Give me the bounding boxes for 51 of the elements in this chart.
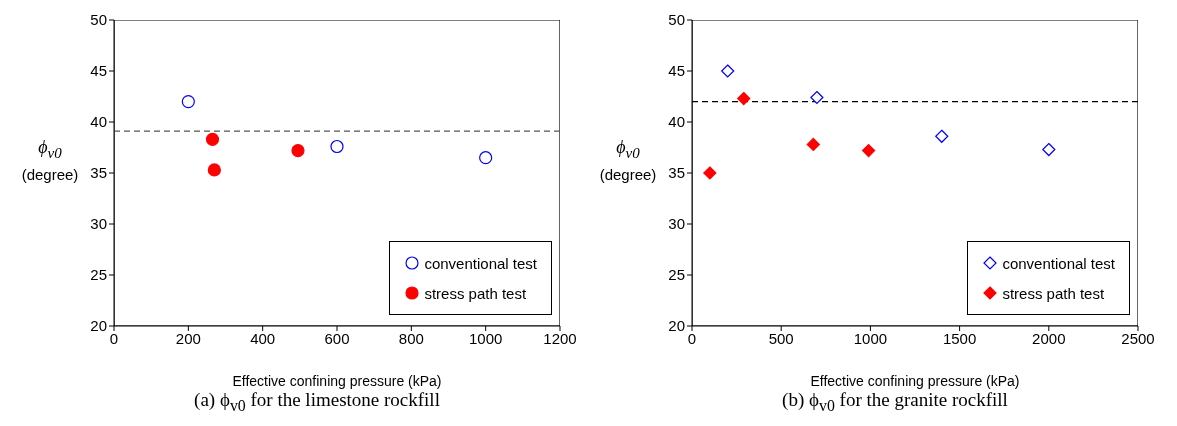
x-tick-label: 1500	[942, 329, 977, 347]
y-tick-label: 25	[668, 266, 685, 284]
x-axis-title: Effective confining pressure (kPa)	[232, 373, 442, 389]
y-tick-label: 40	[90, 113, 107, 131]
point	[205, 132, 220, 146]
y-tick-label: 45	[668, 62, 685, 80]
y-tick-label: 40	[668, 113, 685, 131]
legend-label: conventional test	[424, 254, 537, 272]
x-tick-label: 1000	[853, 329, 888, 347]
y-tick-label: 35	[668, 164, 685, 182]
y-tick-label: 20	[90, 317, 107, 335]
point	[207, 163, 221, 177]
point	[935, 129, 949, 143]
text: (b) ϕ$_{v0}$ for the granite rockfill	[781, 389, 1009, 415]
x-tick-label: 800	[398, 329, 424, 347]
x-tick-label: 600	[324, 329, 350, 347]
y-axis-title: ϕ$_{v0}$ (degree)	[598, 136, 658, 185]
x-tick-label: 1200	[543, 329, 577, 347]
y-tick-label: 45	[90, 62, 107, 80]
y-axis-title: ϕ$_{v0}$ (degree)	[20, 136, 80, 185]
point	[810, 90, 824, 105]
x-tick-label: 0	[687, 329, 697, 347]
y-tick-label: 20	[668, 317, 685, 335]
x-tick-label: 400	[250, 329, 276, 347]
y-tick-label: 25	[90, 266, 107, 284]
point	[330, 139, 344, 154]
point	[181, 95, 195, 109]
point	[291, 143, 305, 158]
point	[806, 137, 820, 152]
x-tick-label: 500	[768, 329, 794, 347]
point	[703, 166, 717, 180]
point	[479, 151, 493, 165]
x-tick-label: 0	[109, 329, 119, 347]
x-tick-label: 200	[175, 329, 201, 347]
x-tick-label: 2000	[1032, 329, 1066, 347]
legend-label: stress path test	[1002, 284, 1105, 302]
x-tick-label: 2500	[1121, 329, 1155, 347]
point	[737, 91, 751, 106]
y-tick-label: 30	[90, 215, 107, 233]
point	[721, 64, 735, 78]
legend-label: stress path test	[424, 284, 527, 302]
legend-label: conventional test	[1002, 254, 1115, 272]
text: (a) ϕ$_{v0}$ for the limestone rockfill	[193, 389, 441, 415]
x-axis-title: Effective confining pressure (kPa)	[810, 373, 1020, 389]
point	[1042, 142, 1056, 157]
y-tick-label: 50	[668, 11, 685, 29]
point	[862, 143, 876, 158]
y-tick-label: 30	[668, 215, 685, 233]
y-tick-label: 35	[90, 164, 107, 182]
x-tick-label: 1000	[468, 329, 503, 347]
y-tick-label: 50	[90, 11, 107, 29]
